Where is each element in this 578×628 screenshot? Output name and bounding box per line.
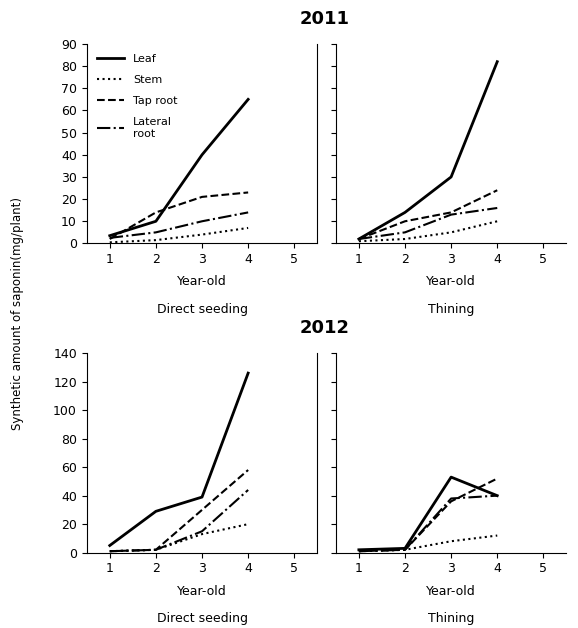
Text: Year-old: Year-old — [426, 275, 476, 288]
Text: Direct seeding: Direct seeding — [157, 303, 247, 317]
Legend: Leaf, Stem, Tap root, Lateral
root: Leaf, Stem, Tap root, Lateral root — [92, 50, 182, 143]
Text: Year-old: Year-old — [177, 275, 227, 288]
Text: Thining: Thining — [428, 303, 475, 317]
Text: 2011: 2011 — [299, 10, 349, 28]
Text: Synthetic amount of saponin(mg/plant): Synthetic amount of saponin(mg/plant) — [11, 197, 24, 431]
Text: Thining: Thining — [428, 612, 475, 625]
Text: Year-old: Year-old — [177, 585, 227, 598]
Text: Year-old: Year-old — [426, 585, 476, 598]
Text: Direct seeding: Direct seeding — [157, 612, 247, 625]
Text: 2012: 2012 — [299, 319, 349, 337]
